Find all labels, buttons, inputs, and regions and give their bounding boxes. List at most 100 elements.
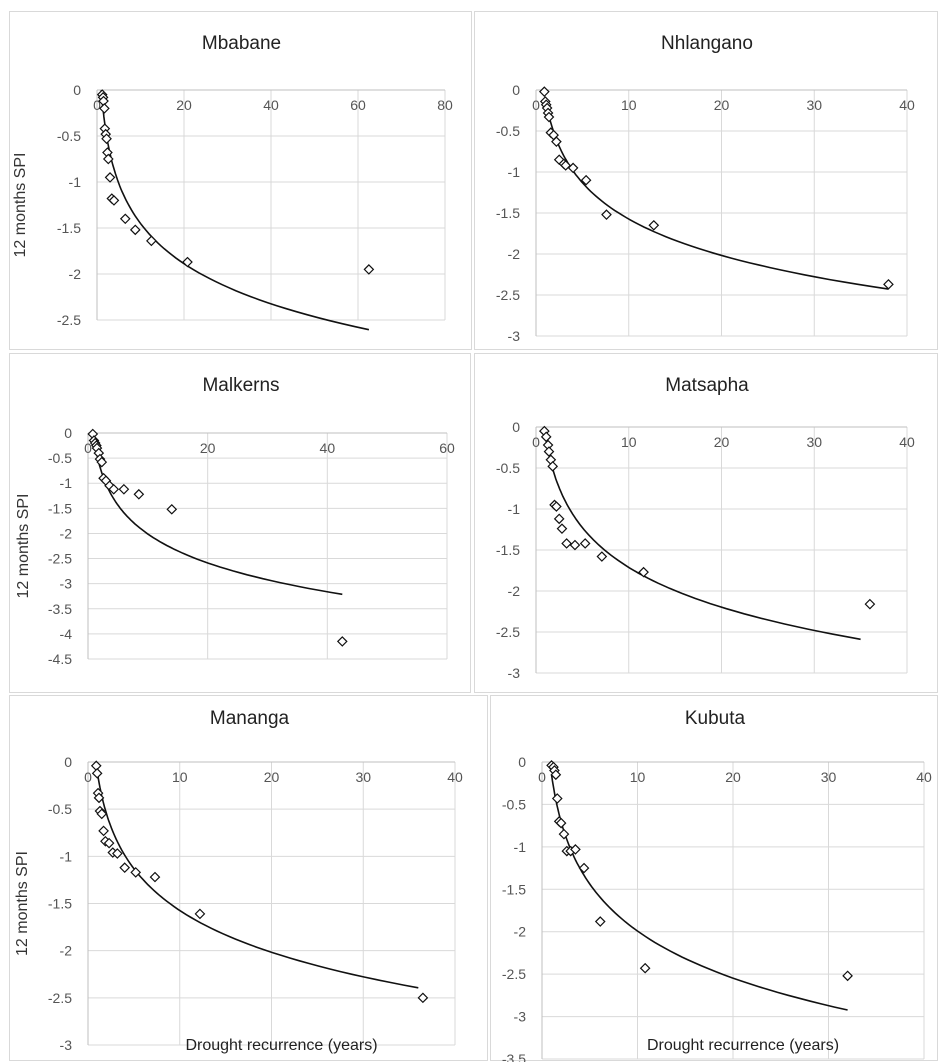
- y-tick-label: 0: [73, 82, 81, 98]
- data-point: [102, 153, 114, 165]
- trendline: [544, 98, 889, 290]
- chart-svg: 0 -0.5 -1 -1.5 -2 -2.5 -3 -3.5 -4 -4.5 0 20 40 60 Malk…: [15, 375, 455, 667]
- chart-title: Malkerns: [202, 375, 279, 396]
- x-tick-label: 20: [200, 440, 216, 456]
- data-point: [538, 86, 550, 97]
- x-tick-label: 40: [916, 769, 932, 785]
- y-tick-label: -1.5: [496, 542, 520, 558]
- y-tick-label: 0: [64, 425, 72, 441]
- data-point: [104, 172, 116, 183]
- y-tick-label: -4.5: [48, 651, 72, 667]
- y-tick-label: -1: [508, 164, 521, 180]
- y-tick-label: -2.5: [496, 287, 520, 303]
- y-tick-label: -0.5: [496, 460, 520, 476]
- x-tick-label: 30: [355, 769, 371, 785]
- x-tick-label: 0: [538, 769, 546, 785]
- data-point: [551, 501, 562, 512]
- data-point: [561, 538, 572, 549]
- data-point: [842, 970, 853, 982]
- data-point: [594, 916, 606, 927]
- y-tick-label: -0.5: [57, 128, 81, 144]
- data-point: [550, 769, 562, 781]
- data-point: [543, 111, 555, 123]
- y-tick-label: -3: [508, 665, 521, 681]
- x-tick-label: 20: [714, 434, 730, 450]
- x-tick-label: 20: [725, 769, 741, 785]
- chart-panel-kubuta: 0 -0.5 -1 -1.5 -2 -2.5 -3 -3.5 0 10 20 30 40 Kubuta Dr…: [490, 695, 938, 1062]
- data-point: [883, 278, 894, 290]
- data-point: [417, 992, 429, 1004]
- y-tick-label: -2.5: [496, 624, 520, 640]
- data-point: [648, 219, 660, 231]
- data-point: [556, 523, 568, 535]
- data-point: [638, 566, 649, 578]
- data-point: [149, 871, 161, 883]
- x-tick-label: 40: [447, 769, 463, 785]
- chart-panel-matsapha: 0 -0.5 -1 -1.5 -2 -2.5 -3 0 10 20 30 40 Matsapha: [474, 353, 938, 693]
- y-tick-label: -2: [60, 943, 73, 959]
- data-point: [543, 446, 555, 457]
- y-axis-label: 12 months SPI: [14, 851, 31, 956]
- data-point: [551, 793, 563, 804]
- data-point: [194, 908, 206, 920]
- y-tick-label: -0.5: [502, 796, 526, 812]
- data-point: [540, 431, 552, 443]
- y-tick-label: -1: [60, 848, 73, 864]
- chart-title: Mananga: [210, 708, 290, 729]
- data-point: [108, 483, 120, 495]
- x-tick-label: 10: [172, 769, 188, 785]
- y-tick-label: -1.5: [48, 896, 72, 912]
- x-tick-label: 60: [350, 97, 366, 113]
- data-point: [130, 867, 142, 878]
- x-tick-label: 40: [263, 97, 279, 113]
- data-point: [93, 792, 105, 804]
- y-tick-label: -1.5: [496, 205, 520, 221]
- y-tick-label: -2: [508, 246, 521, 262]
- x-tick-label: 30: [806, 434, 822, 450]
- trendline: [96, 771, 419, 989]
- y-tick-label: -3: [60, 1037, 73, 1053]
- y-tick-label: -1: [60, 475, 73, 491]
- data-point: [119, 213, 131, 225]
- y-axis-label: 12 months SPI: [12, 153, 29, 258]
- y-tick-label: -3: [60, 576, 73, 592]
- y-tick-label: 0: [64, 754, 72, 770]
- x-tick-label: 0: [532, 434, 540, 450]
- x-tick-label: 0: [84, 769, 92, 785]
- y-tick-label: -4: [60, 626, 73, 642]
- y-tick-label: -2.5: [48, 551, 72, 567]
- data-point: [553, 513, 565, 525]
- data-point: [547, 461, 559, 472]
- chart-svg: 0 -0.5 -1 -1.5 -2 -2.5 -3 0 10 20 30 40 Nhlangano: [496, 33, 915, 344]
- data-point: [601, 209, 612, 220]
- chart-panel-malkerns: 0 -0.5 -1 -1.5 -2 -2.5 -3 -3.5 -4 -4.5 0 20 40 60 Malk…: [9, 353, 471, 693]
- x-tick-label: 30: [806, 97, 822, 113]
- data-point: [363, 264, 375, 275]
- chart-svg: 0 -0.5 -1 -1.5 -2 -2.5 -3 0 10 20 30 40 Mananga 12 mo…: [14, 708, 463, 1054]
- trendline: [550, 774, 848, 1011]
- y-tick-label: 0: [518, 754, 526, 770]
- y-tick-label: -1: [514, 839, 527, 855]
- y-tick-label: -1.5: [57, 220, 81, 236]
- y-tick-label: -0.5: [496, 123, 520, 139]
- data-point: [560, 160, 572, 171]
- data-point: [96, 808, 108, 820]
- y-tick-label: -0.5: [48, 801, 72, 817]
- chart-title: Matsapha: [665, 375, 749, 396]
- chart-svg: 0 -0.5 -1 -1.5 -2 -2.5 -3 0 10 20 30 40 Matsapha: [496, 375, 915, 681]
- data-point: [146, 235, 157, 247]
- trendline: [544, 435, 861, 641]
- x-tick-label: 30: [821, 769, 837, 785]
- y-tick-label: -3.5: [48, 601, 72, 617]
- data-point: [91, 767, 103, 779]
- data-point: [99, 103, 110, 114]
- y-tick-label: -1.5: [48, 500, 72, 516]
- chart-svg: 0 -0.5 -1 -1.5 -2 -2.5 -3 -3.5 0 10 20 30 40 Kubuta Dr…: [502, 708, 932, 1062]
- data-point: [567, 162, 579, 174]
- y-tick-label: -2.5: [502, 966, 526, 982]
- y-tick-label: -3: [508, 328, 521, 344]
- x-tick-label: 10: [630, 769, 646, 785]
- x-tick-label: 40: [899, 434, 915, 450]
- data-point: [98, 825, 109, 837]
- y-tick-label: -2: [514, 924, 527, 940]
